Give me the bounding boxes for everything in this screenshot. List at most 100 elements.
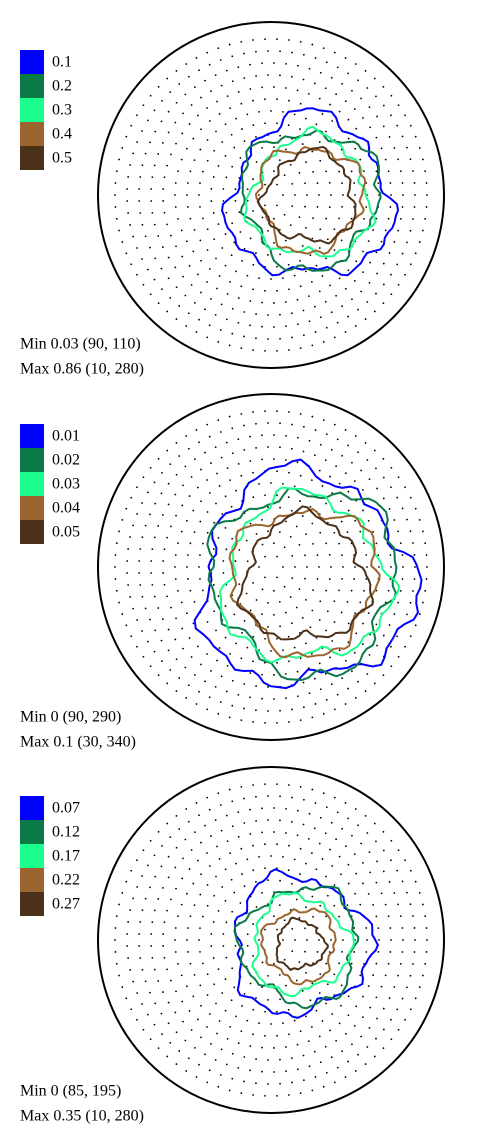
grid-dot <box>346 600 349 603</box>
grid-dot <box>228 43 231 46</box>
grid-dot <box>121 147 124 149</box>
grid-dot <box>341 827 344 830</box>
grid-dot <box>206 511 209 513</box>
grid-dot <box>177 589 179 592</box>
grid-dot <box>261 86 263 89</box>
grid-dot <box>325 326 328 329</box>
grid-dot <box>153 968 156 971</box>
grid-dot <box>354 808 357 810</box>
grid-dot <box>166 968 168 971</box>
grid-dot <box>245 539 248 542</box>
grid-dot <box>311 788 314 791</box>
grid-dot <box>188 265 191 267</box>
grid-dot <box>200 841 202 844</box>
grid-dot <box>353 480 356 482</box>
grid-dot <box>243 683 246 685</box>
grid-dot <box>243 424 245 427</box>
grid-dot <box>401 252 404 255</box>
grid-dot <box>404 114 406 117</box>
grid-dot <box>396 1008 399 1011</box>
grid-dot <box>193 228 196 231</box>
grid-dot <box>284 459 287 461</box>
grid-dot <box>138 933 141 935</box>
grid-dot <box>264 289 266 292</box>
grid-dot <box>261 434 263 437</box>
grid-dot <box>212 584 215 586</box>
grid-dot <box>315 264 318 267</box>
grid-dot <box>136 992 139 994</box>
grid-dot <box>296 695 299 698</box>
grid-dot <box>151 211 154 214</box>
grid-dot <box>325 698 328 701</box>
grid-dot <box>364 690 367 692</box>
grid-dot <box>375 881 378 884</box>
grid-dot <box>198 318 200 321</box>
grid-dot <box>399 590 402 592</box>
grid-dot <box>228 344 231 347</box>
grid-dot <box>390 293 393 296</box>
grid-dot <box>264 410 266 413</box>
grid-dot <box>290 1057 293 1060</box>
grid-dot <box>222 188 225 190</box>
grid-dot <box>404 273 406 276</box>
grid-dot <box>424 170 427 173</box>
grid-dot <box>390 466 393 469</box>
grid-dot <box>330 821 333 824</box>
grid-dot <box>255 881 257 883</box>
grid-dot <box>166 1055 169 1058</box>
grid-dot <box>375 915 378 918</box>
grid-dot <box>261 807 263 810</box>
grid-dot <box>346 904 349 907</box>
grid-dot <box>231 537 234 540</box>
grid-dot <box>167 110 170 113</box>
grid-dot <box>341 182 343 185</box>
grid-dot <box>115 170 118 173</box>
grid-dot <box>149 665 152 668</box>
grid-dot <box>351 298 353 301</box>
grid-dot <box>225 318 228 321</box>
grid-dot <box>200 291 202 294</box>
grid-dot <box>189 915 192 918</box>
grid-dot <box>373 310 376 313</box>
grid-dot <box>299 1092 302 1095</box>
grid-dot <box>302 78 305 81</box>
grid-dot <box>229 1025 232 1028</box>
legend-swatch <box>20 844 44 868</box>
grid-dot <box>322 47 325 50</box>
grid-dot <box>267 530 269 533</box>
grid-dot <box>222 200 225 202</box>
grid-dot <box>196 859 199 862</box>
grid-dot <box>324 87 327 90</box>
grid-dot <box>369 261 372 264</box>
grid-dot <box>341 677 344 680</box>
grid-dot <box>261 62 263 65</box>
grid-dot <box>195 57 198 59</box>
grid-dot <box>210 835 212 837</box>
grid-dot <box>208 696 211 699</box>
grid-dot <box>153 650 156 653</box>
grid-dot <box>311 716 314 719</box>
grid-dot <box>217 223 220 226</box>
grid-dot <box>304 577 306 580</box>
grid-dot <box>333 1081 336 1084</box>
grid-dot <box>114 578 117 580</box>
grid-dot <box>121 892 124 894</box>
grid-dot <box>160 120 163 123</box>
grid-dot <box>167 131 170 134</box>
grid-dot <box>216 659 218 662</box>
grid-dot <box>206 708 209 711</box>
grid-dot <box>285 434 287 437</box>
grid-dot <box>326 894 329 897</box>
grid-dot <box>413 927 416 929</box>
grid-dot <box>295 606 298 609</box>
grid-dot <box>298 171 301 174</box>
grid-dot <box>198 69 200 72</box>
grid-dot <box>276 494 278 497</box>
grid-dot <box>246 944 249 947</box>
grid-dot <box>213 894 216 897</box>
grid-dot <box>226 1038 229 1040</box>
grid-dot <box>252 263 255 266</box>
grid-dot <box>192 882 195 885</box>
grid-dot <box>208 63 211 66</box>
grid-dot <box>186 566 188 568</box>
